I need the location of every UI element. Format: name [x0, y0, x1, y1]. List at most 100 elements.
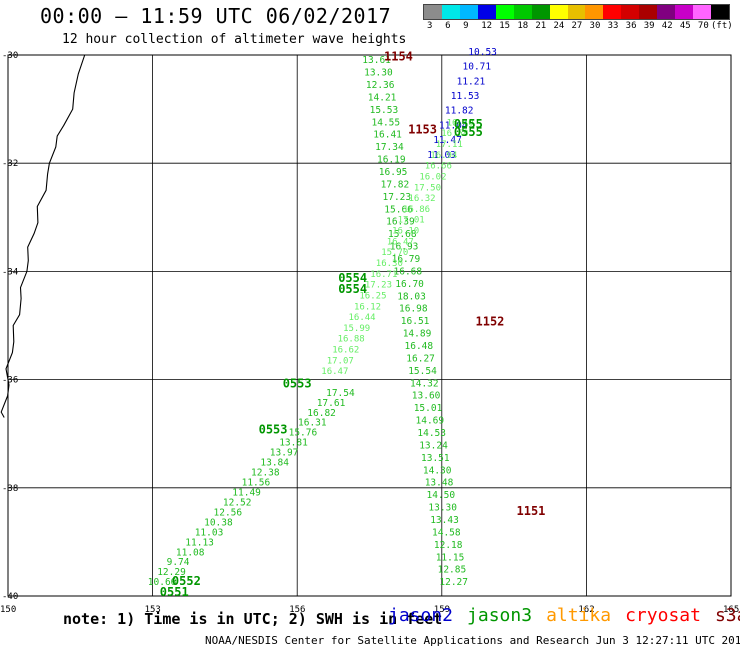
lat-tick-label: -30: [2, 51, 18, 61]
pass-time-label: 1154: [384, 49, 413, 63]
wave-height-label: 18.03: [397, 291, 426, 302]
wave-height-label: 12.85: [438, 565, 467, 576]
legend-tick-label: 70: [697, 21, 709, 31]
legend-tick-label: 45: [679, 21, 691, 31]
legend-swatch: [621, 5, 640, 19]
wave-height-label: 15.70: [381, 248, 408, 258]
wave-height-label: 17.82: [381, 179, 410, 190]
legend-tick-label: 30: [589, 21, 601, 31]
wave-height-label: 11.15: [436, 552, 465, 563]
wave-height-label: 16.86: [403, 205, 430, 215]
wave-height-label: 16.66: [425, 162, 452, 172]
legend-swatch: [657, 5, 676, 19]
wave-height-label: 13.97: [270, 448, 299, 459]
wave-height-label: 15.99: [343, 324, 370, 334]
wave-height-label: 10.38: [204, 517, 233, 528]
wave-height-label: 17.61: [317, 398, 346, 409]
wave-height-label: 14.32: [410, 378, 439, 389]
legend-tick-label: 33: [607, 21, 619, 31]
wave-height-label: 16.48: [405, 341, 434, 352]
coastline: [0, 54, 86, 418]
wave-height-label: 16.25: [359, 292, 386, 302]
wave-height-label: 10.66: [148, 577, 177, 588]
wave-height-label: 12.27: [439, 577, 468, 588]
legend-swatch: [585, 5, 604, 19]
mission-s3a: s3a: [714, 605, 740, 626]
legend-swatch: [711, 5, 729, 19]
legend-tick-label: 36: [625, 21, 637, 31]
pass-time-label: 1153: [408, 122, 437, 136]
wave-height-label: 14.55: [372, 117, 401, 128]
wave-height-label: 13.51: [421, 453, 450, 464]
wave-height-label: 17.07: [327, 356, 354, 366]
wave-height-label: 15.01: [414, 403, 443, 414]
wave-height-label: 16.88: [338, 335, 365, 345]
wave-height-label: 14.58: [432, 528, 461, 539]
page-title: 00:00 – 11:59 UTC 06/02/2017: [40, 4, 392, 28]
legend-swatch: [513, 5, 532, 19]
legend-tick-label: 21: [535, 21, 547, 31]
wave-height-label: 14.50: [427, 490, 456, 501]
mission-jason2: jason2: [388, 605, 454, 626]
wave-height-label: 13.61: [362, 55, 391, 66]
wave-height-label: 16.58: [441, 129, 468, 139]
pass-time-label: 0553: [259, 423, 288, 437]
wave-height-label: 16.79: [392, 254, 421, 265]
lat-tick-label: -36: [2, 376, 18, 386]
legend-swatch: [424, 5, 442, 19]
wave-height-label: 12.18: [434, 540, 463, 551]
wave-height-label: 14.30: [423, 465, 452, 476]
legend-swatch: [603, 5, 622, 19]
wave-height-label: 16.68: [394, 266, 423, 277]
lat-tick-label: -40: [2, 592, 18, 602]
wave-height-label: 11.08: [176, 547, 205, 558]
wave-height-label: 16.19: [377, 155, 406, 166]
wave-height-label: 11.21: [457, 76, 486, 87]
wave-height-label: 16.27: [406, 353, 435, 364]
wave-height-label: 16.95: [379, 167, 408, 178]
wave-height-label: 17.23: [365, 281, 392, 291]
wave-height-label: 11.56: [242, 478, 271, 489]
wave-height-label: 11.03: [195, 527, 224, 538]
wave-height-label: 14.53: [417, 428, 446, 439]
wave-height-label: 17.50: [414, 183, 441, 193]
page-subtitle: 12 hour collection of altimeter wave hei…: [62, 32, 407, 47]
legend-tick-label: 18: [517, 21, 529, 31]
lon-tick-label: 162: [578, 605, 594, 615]
mission-altika: altika: [546, 605, 612, 626]
legend-labels: 3 6 9 12 15 18 21 24 27 30 33 36 39 42 45 70 (ft): [423, 20, 733, 34]
wave-height-label: 12.52: [223, 498, 252, 509]
legend-tick-label: 39: [643, 21, 655, 31]
map-grid: -30 -32 -34 -36 -38 -40 150 153 156 159 162 165: [0, 51, 739, 615]
legend-tick-label: 3: [427, 21, 433, 31]
altimeter-tracks: 13.6113.3012.3614.2115.5314.5516.4117.34…: [148, 47, 497, 588]
legend-swatch: [675, 5, 694, 19]
pass-time-label: 1151: [517, 504, 546, 518]
credit-footer: NOAA/NESDIS Center for Satellite Applica…: [205, 634, 740, 647]
wave-height-label: 16.62: [332, 346, 359, 356]
lon-tick-label: 153: [145, 605, 161, 615]
legend-tick-label: 15: [499, 21, 511, 31]
lat-tick-label: -34: [2, 267, 18, 277]
legend-swatch: [531, 5, 550, 19]
legend-tick-label: 6: [445, 21, 451, 31]
legend-swatch: [441, 5, 460, 19]
wave-height-label: 11.03: [427, 150, 456, 161]
wave-height-label: 11.53: [451, 91, 480, 102]
wave-height-label: 16.41: [373, 130, 402, 141]
wave-height-label: 16.10: [392, 227, 419, 237]
legend-swatch: [495, 5, 514, 19]
legend-tick-label: 27: [571, 21, 583, 31]
lon-tick-label: 150: [0, 605, 16, 615]
wave-height-label: 10.71: [463, 62, 492, 73]
wave-height-label: 15.68: [388, 229, 417, 240]
wave-height-label: 13.24: [419, 440, 448, 451]
wave-height-label: 16.39: [386, 217, 415, 228]
lat-tick-label: -38: [2, 484, 18, 494]
wave-height-label: 16.40: [447, 118, 474, 128]
pass-time-label: 0552: [172, 574, 201, 588]
legend-swatch: [459, 5, 478, 19]
wave-height-label: 10.53: [468, 47, 497, 58]
legend-swatch: [567, 5, 586, 19]
